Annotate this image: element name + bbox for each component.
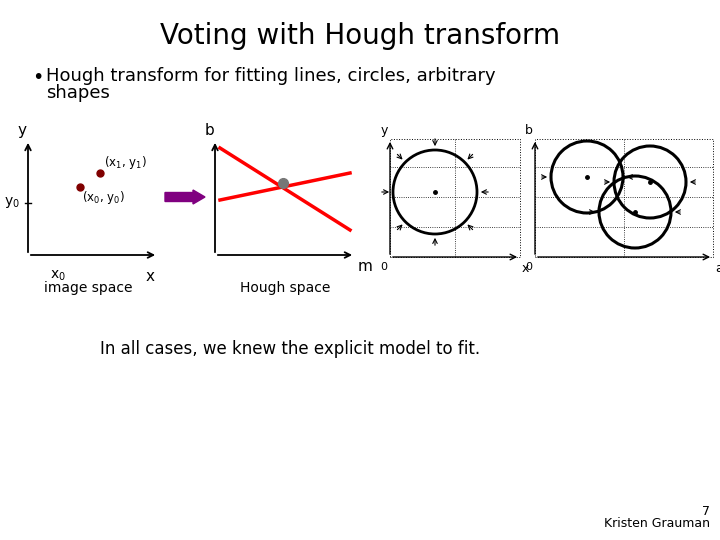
Text: b: b bbox=[525, 124, 533, 137]
Text: shapes: shapes bbox=[46, 84, 110, 102]
Text: •: • bbox=[32, 68, 43, 87]
Text: Voting with Hough transform: Voting with Hough transform bbox=[160, 22, 560, 50]
Bar bbox=[390, 139, 520, 257]
Text: y: y bbox=[17, 123, 27, 138]
Text: Hough space: Hough space bbox=[240, 281, 330, 295]
Text: (x$_0$, y$_0$): (x$_0$, y$_0$) bbox=[82, 189, 125, 206]
Text: y$_0$: y$_0$ bbox=[4, 195, 20, 211]
Text: In all cases, we knew the explicit model to fit.: In all cases, we knew the explicit model… bbox=[100, 340, 480, 358]
Text: b: b bbox=[205, 123, 215, 138]
Text: (x$_1$, y$_1$): (x$_1$, y$_1$) bbox=[104, 154, 147, 171]
Text: image space: image space bbox=[44, 281, 132, 295]
Text: 0: 0 bbox=[525, 262, 532, 272]
Text: x: x bbox=[145, 269, 155, 284]
Text: 0: 0 bbox=[380, 262, 387, 272]
Bar bbox=[535, 139, 713, 257]
Text: Kristen Grauman: Kristen Grauman bbox=[604, 517, 710, 530]
Text: x: x bbox=[522, 262, 529, 275]
Text: x$_0$: x$_0$ bbox=[50, 269, 66, 284]
Text: 7: 7 bbox=[702, 505, 710, 518]
Text: y: y bbox=[380, 124, 387, 137]
Text: Hough transform for fitting lines, circles, arbitrary: Hough transform for fitting lines, circl… bbox=[46, 67, 495, 85]
FancyArrow shape bbox=[165, 190, 205, 204]
Text: m: m bbox=[358, 259, 373, 274]
Text: a: a bbox=[715, 262, 720, 275]
